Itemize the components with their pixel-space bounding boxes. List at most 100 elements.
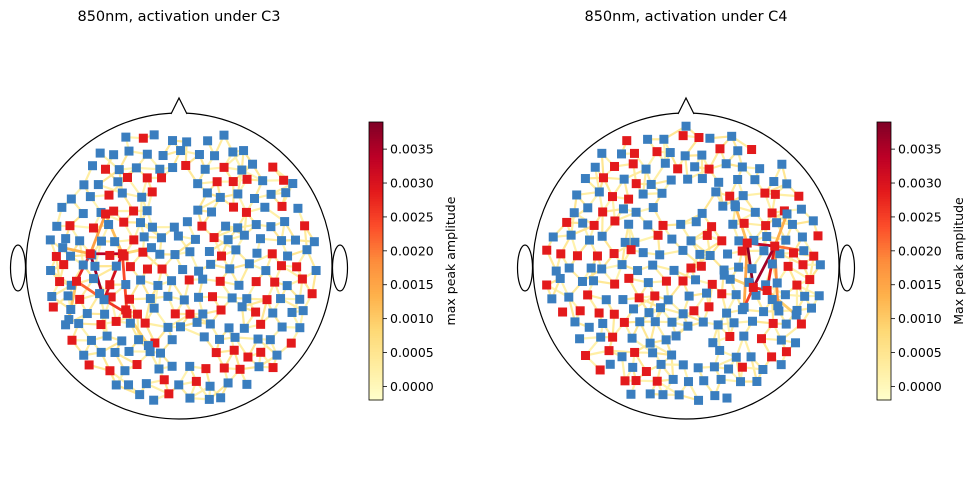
detector-optode xyxy=(117,336,127,346)
detector-optode xyxy=(723,249,733,259)
detector-optode xyxy=(272,350,282,360)
colorbar-segment xyxy=(369,149,383,153)
detector-optode xyxy=(772,218,782,228)
detector-optode xyxy=(678,245,688,255)
detector-optode xyxy=(282,281,292,291)
source-optode xyxy=(707,222,717,232)
colorbar-segment xyxy=(369,242,383,246)
colorbar-segment xyxy=(369,170,383,174)
detector-optode xyxy=(216,393,226,403)
detector-optode xyxy=(198,274,208,284)
right-ear xyxy=(838,244,856,292)
colorbar-segment xyxy=(369,374,383,378)
colorbar-segment xyxy=(877,249,891,253)
colorbar-segment xyxy=(877,318,891,322)
colorbar-segment xyxy=(877,298,891,301)
colorbar-segment xyxy=(877,349,891,352)
colorbar-segment xyxy=(369,214,383,218)
colorbar-segment xyxy=(877,196,891,200)
detector-optode xyxy=(215,192,225,202)
detector-optode xyxy=(627,333,637,343)
detector-optode xyxy=(710,391,720,401)
detector-optode xyxy=(734,236,744,246)
source-optode xyxy=(208,292,218,302)
strong-channel xyxy=(751,244,777,289)
colorbar-segment xyxy=(877,358,891,362)
detector-optode xyxy=(302,245,312,255)
optodes xyxy=(542,121,825,405)
source-optode xyxy=(608,332,618,342)
colorbar-segment xyxy=(369,293,383,297)
source-optode xyxy=(201,364,211,374)
detector-optode xyxy=(147,222,157,232)
panel-c4: 850nm, activation under C4 0.00000.00050… xyxy=(516,9,966,420)
source-optode xyxy=(556,249,566,259)
source-optode xyxy=(125,262,135,272)
detector-optode xyxy=(66,304,76,314)
detector-optode xyxy=(276,294,286,304)
detector-optode xyxy=(158,151,168,161)
detector-optode xyxy=(86,335,96,345)
detector-optode xyxy=(643,220,653,230)
detector-optode xyxy=(686,236,696,246)
detector-optode xyxy=(254,362,264,372)
detector-optode xyxy=(638,189,648,199)
left-ear xyxy=(9,244,27,292)
source-optode xyxy=(737,246,747,256)
detector-optode xyxy=(655,250,665,260)
detector-optode xyxy=(178,265,188,275)
detector-optode xyxy=(657,188,667,198)
detector-optode xyxy=(781,319,791,329)
detector-optode xyxy=(124,380,134,390)
detector-optode xyxy=(167,335,177,345)
detector-optode xyxy=(156,233,166,243)
source-optode xyxy=(67,335,77,345)
nose xyxy=(170,96,188,115)
detector-optode xyxy=(617,352,627,362)
colorbar-segment xyxy=(877,279,891,283)
source-optode xyxy=(212,177,222,187)
colorbar-segment xyxy=(877,223,891,227)
detector-optode xyxy=(90,261,100,271)
source-optode xyxy=(157,264,167,274)
detector-optode xyxy=(678,309,688,319)
colorbar-segment xyxy=(877,332,891,336)
detector-optode xyxy=(645,338,655,348)
source-optode xyxy=(767,352,777,362)
colorbar-segment xyxy=(877,212,891,216)
colorbar-segment xyxy=(369,207,383,211)
detector-optode xyxy=(683,377,693,387)
source-optode xyxy=(609,249,619,259)
source-optode xyxy=(122,172,132,182)
colorbar-segment xyxy=(369,135,383,139)
colorbar-segment xyxy=(877,142,891,146)
source-optode xyxy=(185,309,195,319)
detector-optode xyxy=(551,266,561,276)
detector-optode xyxy=(566,230,576,240)
colorbar-segment xyxy=(877,244,891,248)
source-optode xyxy=(157,173,167,183)
source-optode xyxy=(630,347,640,357)
detector-optode xyxy=(223,378,233,388)
colorbar-segment xyxy=(369,393,383,396)
detector-optode xyxy=(185,247,195,257)
source-optode xyxy=(634,293,644,303)
source-optode xyxy=(737,362,747,372)
colorbar-segment xyxy=(877,182,891,186)
colorbar-segment xyxy=(369,226,383,230)
detector-optode xyxy=(626,389,636,399)
source-optode xyxy=(607,192,617,202)
detector-optode xyxy=(731,290,741,300)
detector-optode xyxy=(234,280,244,290)
colorbar-segment xyxy=(877,156,891,160)
colorbar-segment xyxy=(877,221,891,225)
colorbar-segment xyxy=(369,288,383,292)
source-optode xyxy=(243,352,253,362)
colorbar-segment xyxy=(369,145,383,149)
colorbar-segment xyxy=(369,372,383,376)
detector-optode xyxy=(167,276,177,286)
detector-optode xyxy=(198,309,208,319)
source-optode xyxy=(286,338,296,348)
colorbar-segment xyxy=(877,305,891,308)
detector-optode xyxy=(630,237,640,247)
